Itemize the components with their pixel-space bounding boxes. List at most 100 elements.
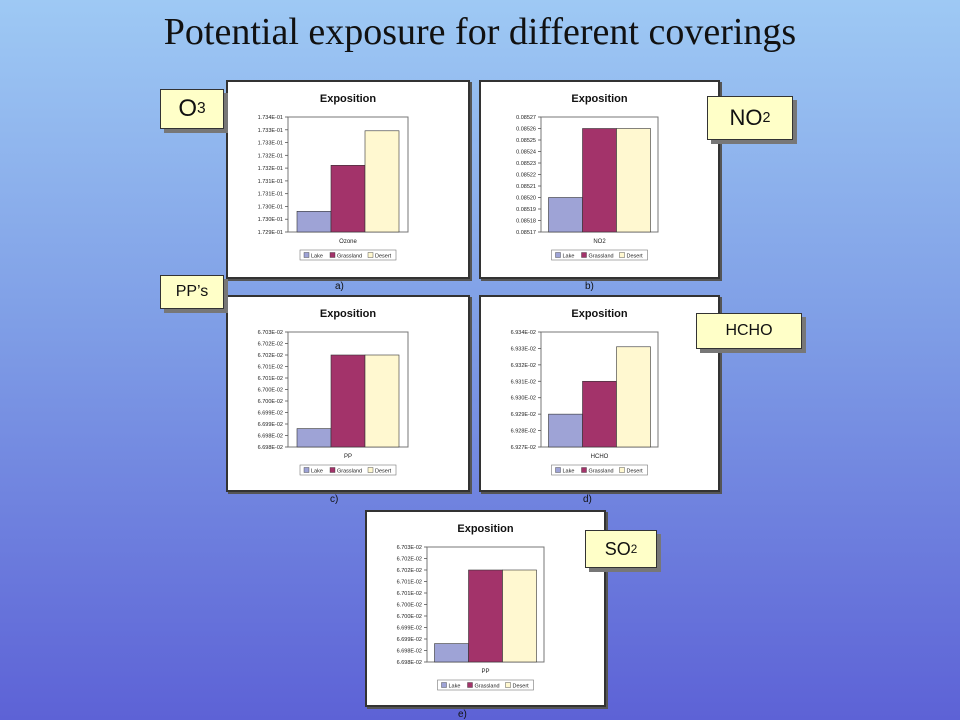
y-tick-label: 6.932E-02 bbox=[511, 363, 536, 369]
bar-lake bbox=[548, 197, 583, 233]
y-tick-label: 0.08525 bbox=[516, 138, 536, 144]
legend-label: Desert bbox=[375, 254, 392, 260]
y-tick-label: 0.08517 bbox=[516, 230, 536, 236]
chart-ozone: Exposition 1.734E-01 1.733E-01 1.733E-01 1.7… bbox=[258, 93, 409, 261]
y-tick-label: 6.702E-02 bbox=[258, 353, 283, 359]
chart-title: Exposition bbox=[320, 93, 377, 105]
y-tick-label: 6.699E-02 bbox=[258, 411, 283, 417]
tag-no2-main: NO bbox=[729, 105, 763, 130]
x-category-label: Ozone bbox=[339, 239, 357, 245]
y-tick-label: 0.08524 bbox=[516, 150, 536, 156]
y-tick-label: 6.699E-02 bbox=[397, 626, 422, 632]
legend-box bbox=[299, 249, 397, 261]
legend-swatch bbox=[581, 252, 587, 258]
y-tick-label: 1.734E-01 bbox=[258, 115, 283, 121]
chart-panel-pp-e: Exposition 6.703E-02 6.702E-02 6.702E-02 6.7… bbox=[365, 510, 606, 707]
legend-swatch bbox=[303, 252, 310, 258]
chart-pp: Exposition 6.703E-02 6.702E-02 6.702E-02 6.7… bbox=[258, 308, 409, 476]
y-tick-label: 0.08518 bbox=[516, 219, 536, 225]
y-tick-label: 6.700E-02 bbox=[397, 614, 422, 620]
legend-swatch bbox=[367, 467, 374, 473]
x-category-label: HCHO bbox=[591, 454, 609, 460]
y-tick-label: 1.729E-01 bbox=[258, 230, 283, 236]
bar-desert bbox=[364, 130, 400, 233]
tag-no2: NO 2 bbox=[707, 96, 793, 140]
y-tick-label: 6.928E-02 bbox=[511, 429, 536, 435]
y-tick-label: 6.699E-02 bbox=[397, 637, 422, 643]
bar-grassland bbox=[582, 380, 617, 448]
legend-label: Grassland bbox=[475, 684, 500, 690]
legend-box bbox=[551, 464, 648, 476]
bar-grassland bbox=[330, 165, 366, 233]
tag-pps-main: PP’s bbox=[175, 283, 209, 300]
tag-no2-sub: 2 bbox=[762, 110, 771, 126]
legend-label: Grassland bbox=[589, 254, 614, 260]
legend-box bbox=[437, 679, 534, 691]
y-tick-label: 1.730E-01 bbox=[258, 204, 283, 210]
legend-label: Grassland bbox=[337, 469, 362, 475]
y-tick-label: 0.08519 bbox=[516, 207, 536, 213]
y-tick-label: 1.733E-01 bbox=[258, 128, 283, 134]
y-tick-label: 0.08521 bbox=[516, 184, 536, 190]
y-tick-label: 6.933E-02 bbox=[511, 346, 536, 352]
chart-caption-b: b) bbox=[585, 281, 594, 292]
legend-label: Lake bbox=[311, 254, 323, 260]
legend-swatch bbox=[619, 252, 625, 258]
y-tick-label: 1.731E-01 bbox=[258, 179, 283, 185]
chart-panel-pp: Exposition 6.703E-02 6.702E-02 6.702E-02 6.7… bbox=[226, 295, 470, 492]
legend-swatch bbox=[467, 682, 473, 688]
bar-desert bbox=[502, 569, 537, 663]
legend-swatch bbox=[619, 467, 625, 473]
y-tick-label: 1.732E-01 bbox=[258, 153, 283, 159]
legend-label: Lake bbox=[563, 254, 575, 260]
chart-pp-e: Exposition 6.703E-02 6.702E-02 6.702E-02 6.7… bbox=[397, 523, 545, 691]
y-tick-label: 6.701E-02 bbox=[397, 580, 422, 586]
bar-lake bbox=[548, 413, 583, 448]
bar-desert bbox=[616, 128, 651, 233]
chart-title: Exposition bbox=[320, 308, 377, 320]
tag-so2: SO 2 bbox=[585, 530, 657, 568]
y-tick-label: 1.733E-01 bbox=[258, 141, 283, 147]
legend-label: Desert bbox=[627, 254, 644, 260]
chart-panel-hcho: Exposition 6.934E-02 6.933E-02 6.932E-02 6.9… bbox=[479, 295, 720, 492]
bar-lake bbox=[296, 428, 332, 448]
legend-swatch bbox=[555, 467, 561, 473]
legend-label: Lake bbox=[449, 684, 461, 690]
chart-panel-no2: Exposition 0.08527 0.08526 0.08525 0.08524 0.… bbox=[479, 80, 720, 279]
y-tick-label: 6.931E-02 bbox=[511, 379, 536, 385]
y-tick-label: 6.700E-02 bbox=[397, 603, 422, 609]
bar-desert bbox=[616, 346, 651, 448]
bar-desert bbox=[364, 354, 400, 448]
bar-lake bbox=[296, 211, 332, 233]
legend-label: Desert bbox=[375, 469, 392, 475]
y-tick-label: 6.700E-02 bbox=[258, 399, 283, 405]
y-tick-label: 6.698E-02 bbox=[397, 649, 422, 655]
y-tick-label: 6.934E-02 bbox=[511, 330, 536, 336]
chart-panel-ozone: Exposition 1.734E-01 1.733E-01 1.733E-01 1.7… bbox=[226, 80, 470, 279]
legend-swatch bbox=[329, 252, 336, 258]
y-tick-label: 0.08526 bbox=[516, 127, 536, 133]
y-tick-label: 1.731E-01 bbox=[258, 192, 283, 198]
tag-pps: PP’s bbox=[160, 275, 224, 309]
legend-swatch bbox=[581, 467, 587, 473]
y-tick-label: 6.698E-02 bbox=[258, 434, 283, 440]
legend-label: Grassland bbox=[589, 469, 614, 475]
x-category-label: PP bbox=[481, 669, 489, 675]
y-tick-label: 6.703E-02 bbox=[258, 330, 283, 336]
tag-o3-main: O bbox=[178, 95, 197, 122]
legend-swatch bbox=[367, 252, 374, 258]
legend-label: Lake bbox=[563, 469, 575, 475]
chart-title: Exposition bbox=[457, 523, 514, 535]
y-tick-label: 6.698E-02 bbox=[258, 445, 283, 451]
legend-swatch bbox=[303, 467, 310, 473]
y-tick-label: 6.699E-02 bbox=[258, 422, 283, 428]
legend-box bbox=[551, 249, 648, 261]
y-tick-label: 6.702E-02 bbox=[397, 568, 422, 574]
y-tick-label: 0.08523 bbox=[516, 161, 536, 167]
y-tick-label: 6.927E-02 bbox=[511, 445, 536, 451]
tag-o3-sub: 3 bbox=[196, 100, 206, 117]
legend-label: Grassland bbox=[337, 254, 362, 260]
legend-box bbox=[299, 464, 397, 476]
y-tick-label: 6.702E-02 bbox=[258, 342, 283, 348]
